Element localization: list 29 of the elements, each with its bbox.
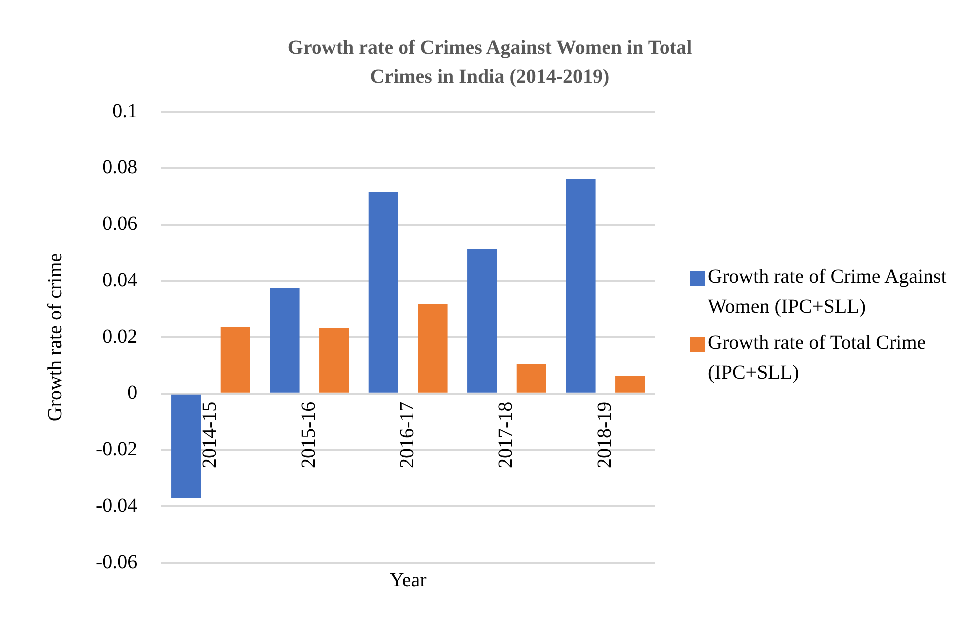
bar bbox=[320, 328, 350, 393]
y-axis-title: Growth rate of crime bbox=[44, 253, 66, 422]
y-tick-label: -0.06 bbox=[96, 551, 138, 574]
x-tick-label: 2018-19 bbox=[594, 402, 616, 469]
bar bbox=[468, 248, 498, 393]
bar bbox=[368, 192, 398, 393]
x-tick-label: 2015-16 bbox=[298, 402, 320, 469]
y-tick-label: -0.04 bbox=[96, 494, 138, 517]
bar bbox=[516, 364, 546, 393]
y-tick-label: 0.04 bbox=[102, 269, 138, 292]
legend-label: Growth rate of Crime Against Women (IPC+SLL) bbox=[708, 265, 948, 320]
x-tick-label: 2014-15 bbox=[199, 402, 222, 469]
x-axis-title: Year bbox=[390, 569, 428, 592]
y-tick-label: 0 bbox=[128, 382, 138, 404]
y-tick-label: 0.1 bbox=[112, 100, 138, 122]
y-tick-label: 0.02 bbox=[102, 326, 138, 348]
y-tick-label: 0.08 bbox=[102, 156, 138, 179]
y-tick-label: -0.02 bbox=[96, 438, 138, 460]
chart-title: Growth rate of Crimes Against Women in Total Crimes in India (2014-2019) bbox=[286, 36, 694, 90]
bar bbox=[172, 394, 202, 498]
bar bbox=[566, 179, 596, 393]
y-tick-label: 0.06 bbox=[102, 213, 138, 235]
x-tick-label: 2017-18 bbox=[495, 402, 518, 469]
bar bbox=[220, 327, 250, 393]
bar bbox=[418, 304, 448, 393]
bar bbox=[616, 376, 646, 393]
x-tick-label: 2016-17 bbox=[396, 402, 419, 469]
legend-label: Growth rate of Total Crime (IPC+SLL) bbox=[708, 331, 928, 386]
bar bbox=[270, 288, 300, 393]
